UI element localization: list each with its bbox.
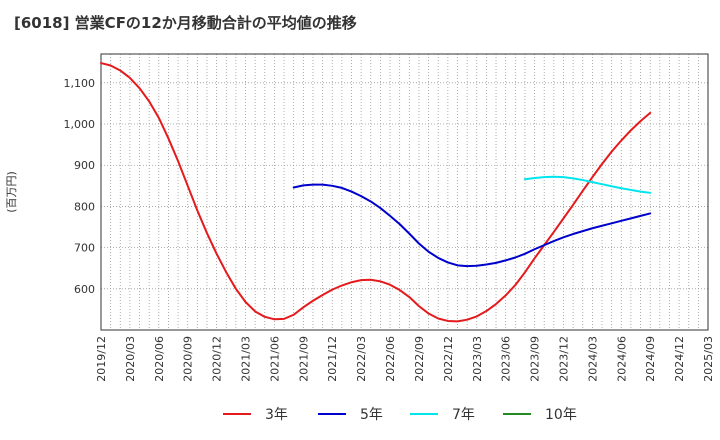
- y-tick-label: 1,000: [64, 118, 96, 131]
- y-axis-label: (百万円): [5, 171, 18, 213]
- x-tick-label: 2024/12: [673, 336, 686, 382]
- y-tick-label: 800: [74, 200, 95, 213]
- plot-frame: [100, 53, 709, 331]
- x-tick-label: 2022/03: [355, 336, 368, 382]
- series-line-2: [523, 175, 652, 194]
- series-line-1: [292, 183, 652, 268]
- x-tick-label: 2024/03: [586, 336, 599, 382]
- x-tick-label: 2022/09: [413, 336, 426, 382]
- x-tick-label: 2020/09: [182, 336, 195, 382]
- x-tick-label: 2023/06: [500, 336, 513, 382]
- legend-label-1: 5年: [360, 407, 383, 423]
- legend-label-0: 3年: [265, 407, 288, 423]
- x-tick-label: 2020/03: [124, 336, 137, 382]
- legend-label-3: 10年: [545, 407, 577, 423]
- x-tick-label: 2021/12: [326, 336, 339, 382]
- y-tick-label: 900: [74, 159, 95, 172]
- x-tick-label: 2022/12: [442, 336, 455, 382]
- y-tick-label: 1,100: [64, 77, 96, 90]
- y-tick-label: 700: [74, 242, 95, 255]
- x-tick-label: 2020/06: [153, 336, 166, 382]
- x-tick-label: 2021/03: [240, 336, 253, 382]
- x-tick-label: 2022/06: [384, 336, 397, 382]
- x-tick-label: 2024/09: [644, 336, 657, 382]
- x-tick-label: 2024/06: [615, 336, 628, 382]
- x-tick-label: 2023/03: [471, 336, 484, 382]
- x-tick-label: 2020/12: [211, 336, 224, 382]
- x-tick-label: 2021/06: [268, 336, 281, 382]
- y-tick-label: 600: [74, 283, 95, 296]
- plot-area: [101, 54, 708, 330]
- x-tick-label: 2019/12: [95, 336, 108, 382]
- series-line-0: [100, 62, 652, 323]
- x-tick-label: 2025/03: [702, 336, 715, 382]
- x-tick-label: 2023/09: [529, 336, 542, 382]
- x-tick-label: 2021/09: [297, 336, 310, 382]
- chart-title: [6018] 営業CFの12か月移動合計の平均値の推移: [14, 14, 357, 32]
- legend-label-2: 7年: [452, 407, 475, 423]
- x-tick-label: 2023/12: [557, 336, 570, 382]
